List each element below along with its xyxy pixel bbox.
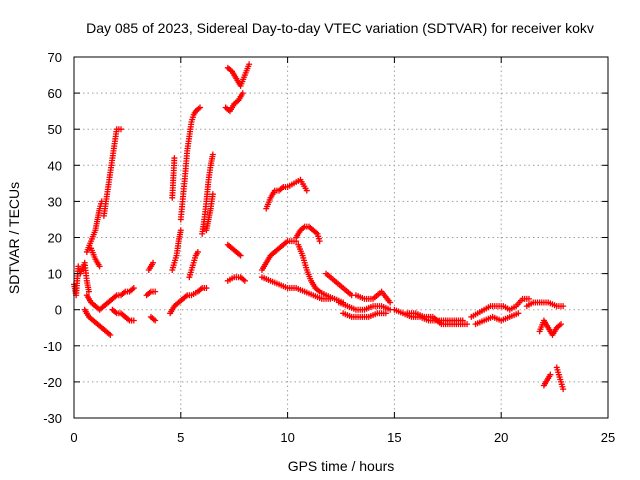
y-tick-label: 50 bbox=[48, 122, 62, 137]
data-point bbox=[130, 285, 137, 292]
x-tick-label: 20 bbox=[494, 430, 508, 445]
data-point bbox=[85, 288, 92, 295]
data-point bbox=[203, 285, 210, 292]
y-tick-label: 70 bbox=[48, 50, 62, 65]
data-point bbox=[152, 317, 159, 324]
data-point bbox=[150, 259, 157, 266]
y-tick-label: 10 bbox=[48, 267, 62, 282]
x-tick-label: 5 bbox=[177, 430, 184, 445]
y-tick-label: -30 bbox=[43, 411, 62, 426]
data-point bbox=[303, 187, 310, 194]
data-point bbox=[560, 386, 567, 393]
data-point bbox=[560, 303, 567, 310]
axis-ticks: 0 5 10 15 20 25 -30 -20 -10 0 10 20 30 40 50 60 70 bbox=[43, 50, 615, 445]
data-point bbox=[464, 321, 471, 328]
data-point bbox=[241, 277, 248, 284]
y-axis-label: SDTVAR / TECUs bbox=[6, 182, 22, 294]
data-point bbox=[107, 331, 114, 338]
y-tick-label: 40 bbox=[48, 158, 62, 173]
data-point bbox=[327, 295, 334, 302]
y-tick-label: 30 bbox=[48, 194, 62, 209]
data-point bbox=[547, 371, 554, 378]
data-point bbox=[239, 90, 246, 97]
x-tick-label: 0 bbox=[70, 430, 77, 445]
data-point bbox=[194, 248, 201, 255]
y-tick-label: 0 bbox=[55, 303, 62, 318]
data-point bbox=[237, 252, 244, 259]
grid-lines bbox=[74, 57, 608, 418]
data-point bbox=[316, 238, 323, 245]
y-tick-label: -10 bbox=[43, 339, 62, 354]
data-point bbox=[382, 310, 389, 317]
data-point bbox=[515, 310, 522, 317]
chart-title: Day 085 of 2023, Sidereal Day-to-day VTE… bbox=[86, 20, 594, 36]
y-tick-label: -20 bbox=[43, 375, 62, 390]
data-point bbox=[117, 126, 124, 133]
data-point bbox=[130, 317, 137, 324]
data-point bbox=[558, 321, 565, 328]
data-points bbox=[71, 61, 567, 393]
x-tick-label: 15 bbox=[387, 430, 401, 445]
data-point bbox=[171, 155, 178, 162]
data-point bbox=[246, 61, 253, 68]
x-tick-label: 10 bbox=[280, 430, 294, 445]
data-point bbox=[209, 191, 216, 198]
data-point bbox=[177, 227, 184, 234]
x-tick-label: 25 bbox=[601, 430, 615, 445]
data-point bbox=[209, 151, 216, 158]
data-point bbox=[152, 288, 159, 295]
data-point bbox=[197, 104, 204, 111]
data-point bbox=[387, 299, 394, 306]
x-axis-label: GPS time / hours bbox=[288, 458, 395, 474]
data-point bbox=[525, 295, 532, 302]
y-tick-label: 20 bbox=[48, 231, 62, 246]
data-point bbox=[96, 263, 103, 270]
y-tick-label: 60 bbox=[48, 86, 62, 101]
